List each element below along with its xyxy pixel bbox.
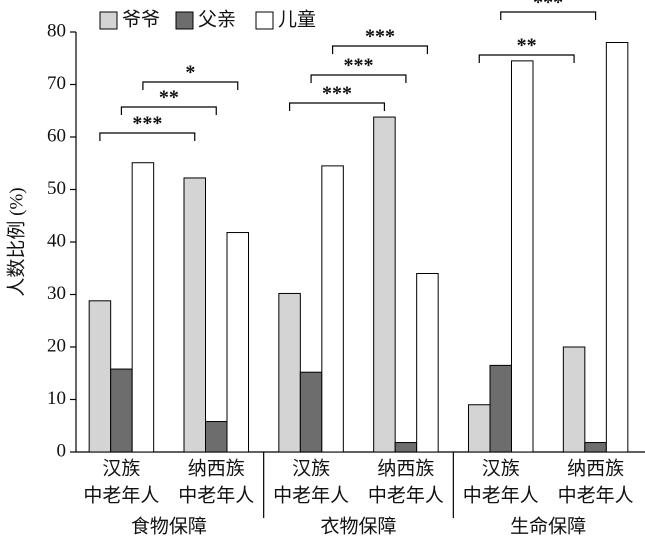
bar (226, 232, 249, 453)
legend-label: 爷爷 (122, 8, 160, 30)
bar (131, 162, 155, 453)
bar (110, 368, 133, 453)
x-tick-label: 中老年人 (273, 484, 349, 506)
bar (278, 292, 301, 453)
y-tick-label: 20 (47, 335, 66, 356)
bar (605, 42, 629, 453)
bar (373, 116, 396, 453)
significance-label: *** (365, 26, 395, 48)
significance-bracket (120, 106, 217, 115)
significance-bracket (288, 102, 386, 111)
significance-label: *** (132, 113, 162, 135)
y-tick-label: 30 (47, 283, 66, 304)
y-tick-label: 60 (47, 125, 66, 146)
bar (584, 442, 607, 453)
x-tick-label: 纳西族 (377, 457, 434, 479)
x-tick-label: 中老年人 (83, 484, 159, 506)
significance-bracket (99, 132, 196, 141)
legend-swatch (99, 11, 118, 30)
significance-label: ** (159, 87, 179, 109)
bar (416, 273, 439, 453)
bar (183, 177, 206, 453)
x-tick-label: 汉族 (482, 457, 520, 479)
y-tick-label: 50 (47, 178, 66, 199)
bar (88, 300, 112, 453)
bar (299, 371, 323, 453)
y-axis-label: 人数比例 (%) (5, 187, 27, 296)
significance-bracket (331, 45, 429, 54)
significance-label: *** (533, 0, 563, 14)
significance-bracket (310, 74, 407, 83)
x-tick-label: 中老年人 (178, 484, 254, 506)
bar (562, 346, 586, 453)
group-label: 生命保障 (510, 515, 586, 537)
bar (489, 364, 512, 453)
significance-label: ** (517, 35, 537, 57)
bar (511, 60, 534, 453)
x-tick-label: 纳西族 (567, 457, 624, 479)
y-tick-label: 10 (47, 388, 66, 409)
x-tick-label: 汉族 (102, 457, 140, 479)
y-tick-label: 40 (47, 230, 66, 251)
x-tick-label: 中老年人 (368, 484, 444, 506)
y-tick-label: 70 (47, 73, 66, 94)
legend-label: 父亲 (198, 8, 236, 30)
bar (468, 404, 491, 453)
bar (321, 165, 344, 453)
x-tick-label: 纳西族 (188, 457, 245, 479)
legend-label: 儿童 (278, 8, 316, 30)
significance-label: *** (344, 55, 374, 77)
bar (205, 421, 228, 453)
significance-bracket (500, 11, 597, 20)
legend-swatch (255, 11, 274, 30)
significance-label: *** (322, 83, 352, 105)
significance-bracket (478, 54, 575, 63)
x-tick-label: 中老年人 (558, 484, 634, 506)
bar (394, 442, 418, 453)
x-tick-label: 中老年人 (463, 484, 539, 506)
significance-label: * (185, 62, 195, 84)
significance-bracket (142, 81, 239, 90)
x-tick-label: 汉族 (292, 457, 330, 479)
y-tick-label: 80 (47, 20, 66, 41)
group-label: 衣物保障 (320, 515, 396, 537)
group-label: 食物保障 (131, 515, 207, 537)
legend-swatch (175, 11, 194, 30)
y-tick-label: 0 (57, 440, 67, 461)
